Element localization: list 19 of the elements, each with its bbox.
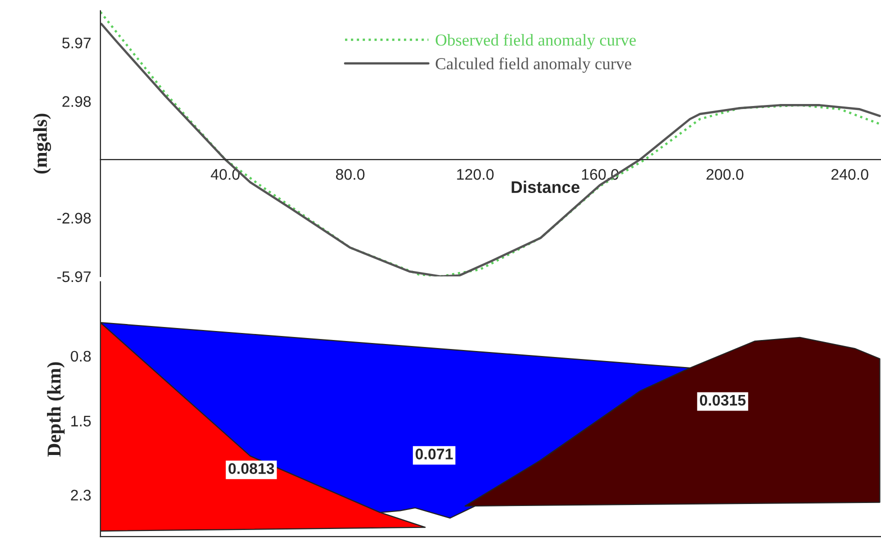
y-tick-label: 2.98 bbox=[62, 96, 91, 107]
y-tick-label: 5.97 bbox=[62, 38, 91, 48]
y-tick-label: 1.5 bbox=[71, 416, 91, 426]
x-tick-label: 120.0 bbox=[457, 169, 494, 180]
series-label: 0.071 bbox=[416, 448, 453, 460]
x-tick-label: 80.0 bbox=[336, 169, 364, 180]
y-tick-label: 0.8 bbox=[70, 350, 91, 362]
y-axis-title: (mgals) bbox=[33, 114, 52, 174]
y-tick-label: -2.98 bbox=[57, 212, 91, 224]
series-label: 0.0813 bbox=[228, 463, 274, 474]
x-axis-title: Distance bbox=[512, 180, 580, 194]
y-tick-label: 2.3 bbox=[70, 490, 91, 501]
y-tick-label: -5.97 bbox=[57, 271, 91, 282]
y-axis-title: Depth (km) bbox=[46, 362, 65, 457]
text: Observed field anomaly curve bbox=[436, 34, 636, 50]
text: Calculed field anomaly curve bbox=[436, 57, 632, 73]
series-label: 0.0315 bbox=[700, 394, 746, 406]
x-tick-label: 200.0 bbox=[706, 169, 744, 180]
x-tick-label: 240.0 bbox=[831, 169, 868, 180]
